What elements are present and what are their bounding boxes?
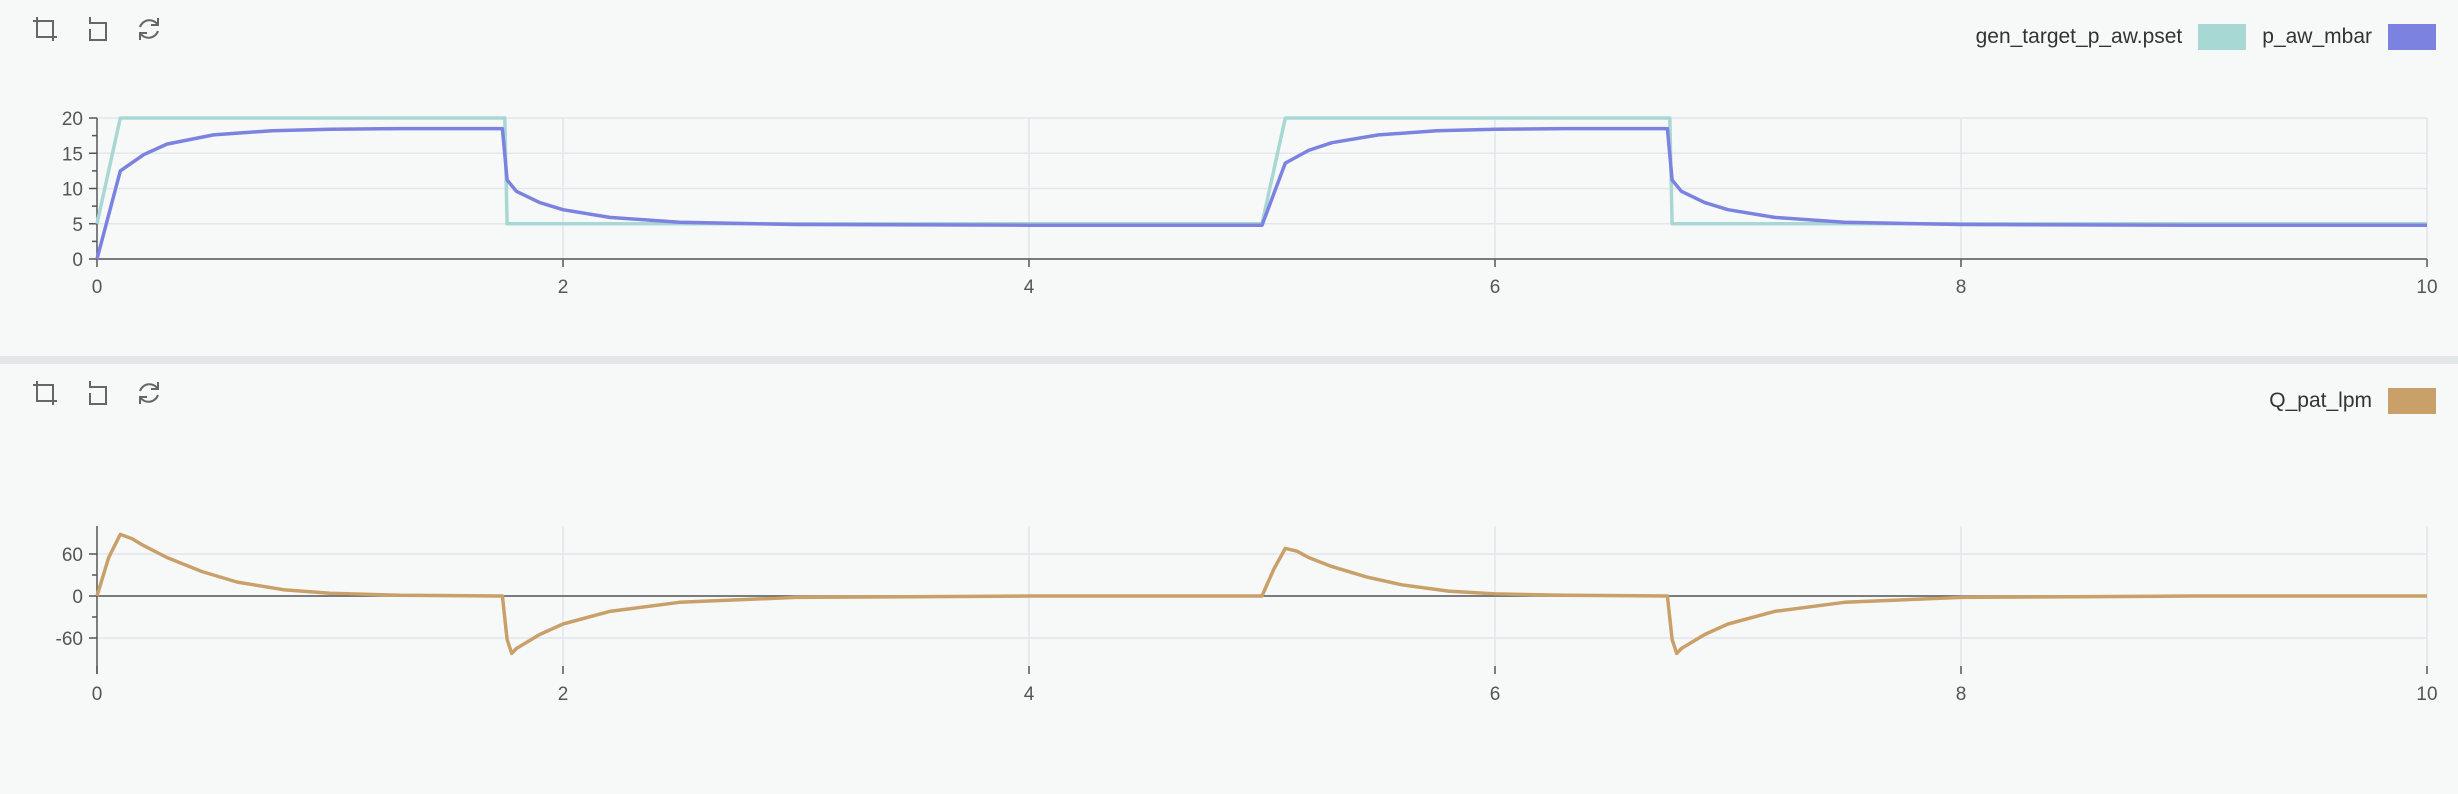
top-toolbar bbox=[28, 12, 166, 46]
pressure-plot: 0 2 4 6 8 10 0 5 10 15 20 bbox=[62, 109, 2438, 298]
series-line-p_aw_mbar bbox=[95, 126, 2427, 260]
y-tick-label: 60 bbox=[62, 545, 83, 566]
legend-swatch bbox=[2198, 24, 2247, 50]
x-tick-label: 8 bbox=[1956, 684, 1967, 705]
legend-swatch bbox=[2388, 24, 2436, 50]
top-legend: gen_target_p_aw.pset p_aw_mbar bbox=[1976, 24, 2436, 50]
x-tick-label: 6 bbox=[1490, 684, 1501, 705]
legend-label: p_aw_mbar bbox=[2262, 25, 2372, 48]
panel-divider[interactable] bbox=[0, 356, 2458, 364]
y-tick-label: -60 bbox=[56, 629, 83, 650]
zoom-select-icon[interactable] bbox=[28, 376, 62, 410]
x-tick-label: 4 bbox=[1024, 277, 1035, 298]
zoom-select-icon[interactable] bbox=[28, 12, 62, 46]
x-tick-label: 8 bbox=[1956, 277, 1967, 298]
x-tick-label: 0 bbox=[92, 277, 103, 298]
undo-icon[interactable] bbox=[80, 12, 114, 46]
y-tick-label: 15 bbox=[62, 144, 83, 165]
x-tick-label: 0 bbox=[92, 684, 103, 705]
top-chart-panel: gen_target_p_aw.pset p_aw_mbar 0 2 4 6 8 10 0 5… bbox=[0, 0, 2458, 356]
series-line-gen_target_p_aw.pset bbox=[95, 116, 2427, 226]
x-tick-label: 2 bbox=[558, 684, 569, 705]
legend-item-flow[interactable]: Q_pat_lpm bbox=[2269, 388, 2436, 414]
legend-label: gen_target_p_aw.pset bbox=[1975, 25, 2183, 48]
legend-item-target[interactable]: gen_target_p_aw.pset bbox=[1976, 24, 2247, 50]
legend-swatch bbox=[2388, 388, 2436, 414]
legend-label: Q_pat_lpm bbox=[2269, 389, 2372, 412]
x-tick-label: 2 bbox=[558, 277, 569, 298]
y-tick-label: 5 bbox=[72, 215, 83, 236]
y-tick-label: 20 bbox=[62, 109, 83, 130]
x-tick-label: 6 bbox=[1490, 277, 1501, 298]
x-tick-label: 4 bbox=[1024, 684, 1035, 705]
y-tick-label: 0 bbox=[72, 250, 83, 271]
x-tick-label: 10 bbox=[2416, 684, 2437, 705]
x-tick-label: 10 bbox=[2416, 277, 2437, 298]
bottom-chart-panel: Q_pat_lpm 0 2 4 6 8 10 60 0 -60 bbox=[0, 364, 2458, 794]
series-line-Q_pat_lpm bbox=[95, 532, 2427, 656]
legend-item-pressure[interactable]: p_aw_mbar bbox=[2262, 24, 2436, 50]
y-tick-label: 10 bbox=[62, 180, 83, 201]
flow-plot: 0 2 4 6 8 10 60 0 -60 bbox=[56, 526, 2438, 705]
refresh-icon[interactable] bbox=[132, 376, 166, 410]
bottom-toolbar bbox=[28, 376, 166, 410]
bottom-legend: Q_pat_lpm bbox=[2269, 388, 2436, 414]
undo-icon[interactable] bbox=[80, 376, 114, 410]
y-tick-label: 0 bbox=[72, 587, 83, 608]
refresh-icon[interactable] bbox=[132, 12, 166, 46]
